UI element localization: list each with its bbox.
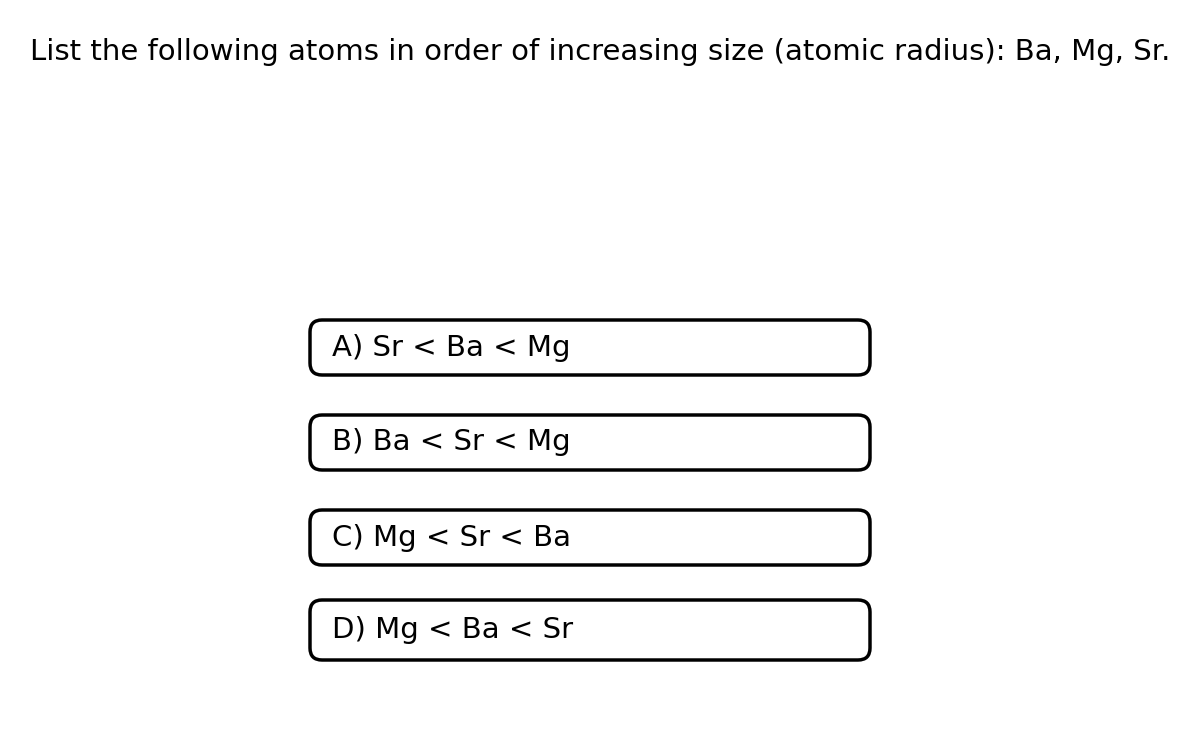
Text: B) Ba < Sr < Mg: B) Ba < Sr < Mg (332, 428, 571, 457)
FancyBboxPatch shape (310, 510, 870, 565)
FancyBboxPatch shape (310, 415, 870, 470)
Text: C) Mg < Sr < Ba: C) Mg < Sr < Ba (332, 523, 571, 551)
Text: A) Sr < Ba < Mg: A) Sr < Ba < Mg (332, 334, 570, 362)
FancyBboxPatch shape (310, 320, 870, 375)
FancyBboxPatch shape (310, 600, 870, 660)
Text: List the following atoms in order of increasing size (atomic radius): Ba, Mg, Sr: List the following atoms in order of inc… (30, 38, 1170, 66)
Text: D) Mg < Ba < Sr: D) Mg < Ba < Sr (332, 616, 574, 644)
